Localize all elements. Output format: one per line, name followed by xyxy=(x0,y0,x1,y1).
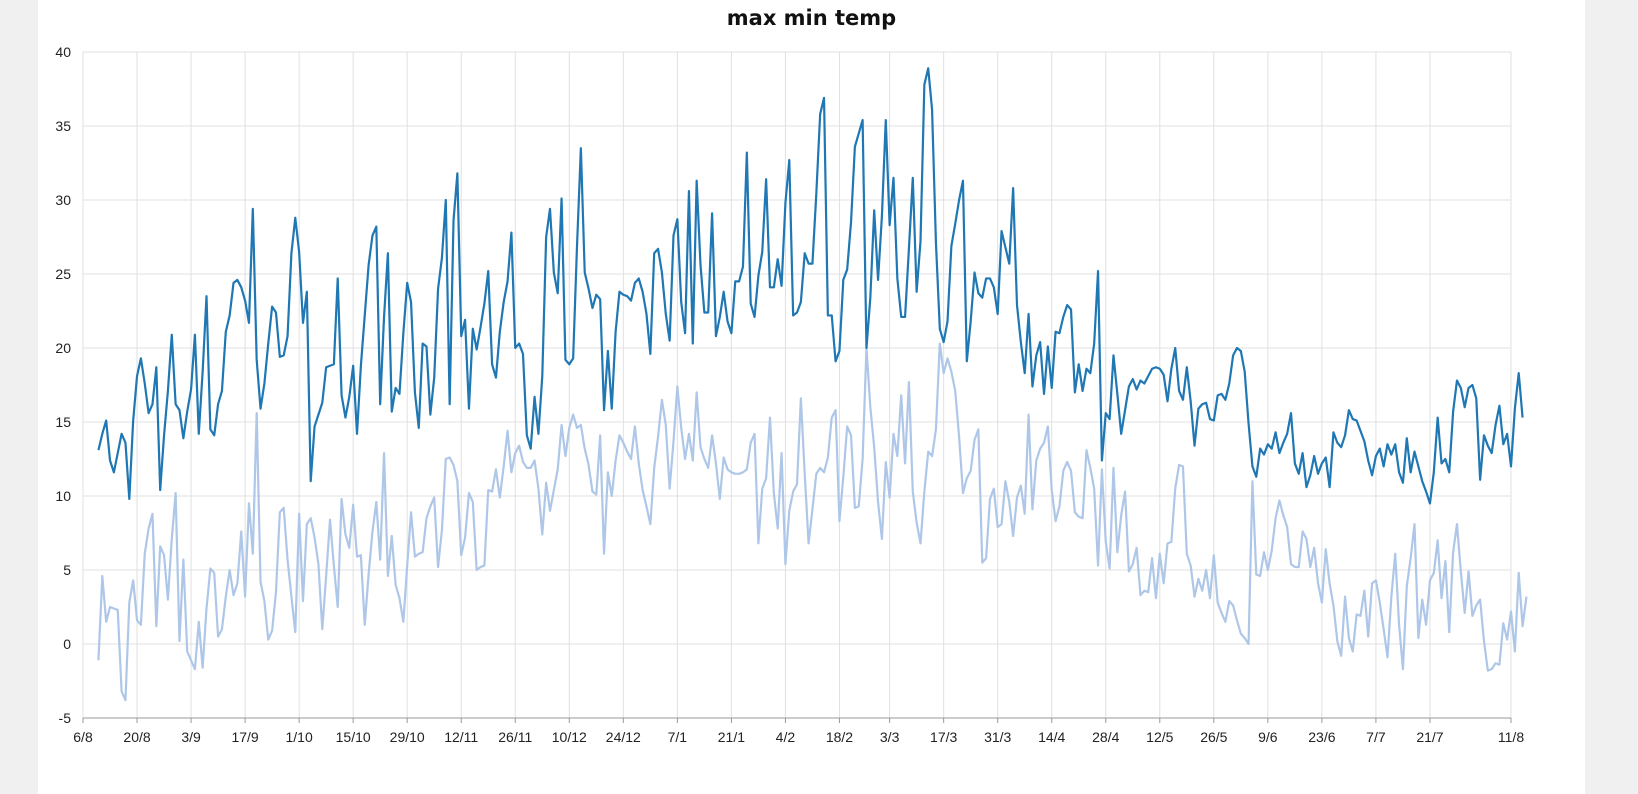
x-tick-label: 23/6 xyxy=(1308,729,1335,745)
axis-layer xyxy=(82,717,1512,723)
series-line-min xyxy=(97,342,1528,702)
y-tick-label: 25 xyxy=(55,266,71,282)
x-tick-label: 18/2 xyxy=(826,729,853,745)
x-tick-label: 4/2 xyxy=(776,729,796,745)
x-tick-label: 6/8 xyxy=(73,729,93,745)
chart-title: max min temp xyxy=(726,6,897,30)
y-tick-label: 10 xyxy=(55,488,71,504)
x-tick-label: 26/5 xyxy=(1200,729,1227,745)
x-tick-label: 24/12 xyxy=(606,729,641,745)
y-tick-label: 15 xyxy=(55,414,71,430)
x-tick-label: 9/6 xyxy=(1258,729,1278,745)
x-tick-label: 20/8 xyxy=(123,729,150,745)
x-tick-label: 12/5 xyxy=(1146,729,1173,745)
y-tick-label: 40 xyxy=(55,44,71,60)
x-tick-label: 31/3 xyxy=(984,729,1011,745)
x-tick-label: 29/10 xyxy=(390,729,425,745)
x-tick-label: 7/7 xyxy=(1366,729,1386,745)
y-tick-label: 5 xyxy=(63,562,71,578)
x-tick-label: 28/4 xyxy=(1092,729,1119,745)
x-tick-label: 11/8 xyxy=(1498,729,1524,745)
x-tick-label: 26/11 xyxy=(498,729,532,745)
x-tick-label: 1/10 xyxy=(286,729,313,745)
grid-layer xyxy=(82,51,1512,719)
chart-page: max min temp -5 0 5 10 15 20 25 30 35 40 6/8 20/8 3… xyxy=(38,0,1585,794)
x-tick-label: 15/10 xyxy=(336,729,371,745)
x-tick-label: 3/3 xyxy=(880,729,900,745)
x-tick-label: 12/11 xyxy=(444,729,478,745)
x-tick-label: 7/1 xyxy=(668,729,688,745)
x-tick-label: 21/7 xyxy=(1416,729,1443,745)
line-chart: -5 0 5 10 15 20 25 30 35 40 6/8 20/8 3/9 17/9 1/10 15/… xyxy=(55,44,1528,745)
y-tick-label: 20 xyxy=(55,340,71,356)
y-tick-labels: -5 0 5 10 15 20 25 30 35 40 xyxy=(55,44,71,726)
series-layer xyxy=(97,67,1528,702)
series-line-max xyxy=(97,67,1524,505)
x-tick-label: 17/3 xyxy=(930,729,957,745)
y-tick-label: 30 xyxy=(55,192,71,208)
x-tick-label: 21/1 xyxy=(718,729,745,745)
x-tick-labels: 6/8 20/8 3/9 17/9 1/10 15/10 29/10 12/11 26/11 10… xyxy=(73,729,1524,745)
x-tick-label: 14/4 xyxy=(1038,729,1065,745)
y-tick-label: -5 xyxy=(59,710,72,726)
x-tick-label: 10/12 xyxy=(552,729,587,745)
x-tick-label: 17/9 xyxy=(231,729,258,745)
x-tick-label: 3/9 xyxy=(181,729,201,745)
y-tick-label: 0 xyxy=(63,636,71,652)
y-tick-label: 35 xyxy=(55,118,71,134)
